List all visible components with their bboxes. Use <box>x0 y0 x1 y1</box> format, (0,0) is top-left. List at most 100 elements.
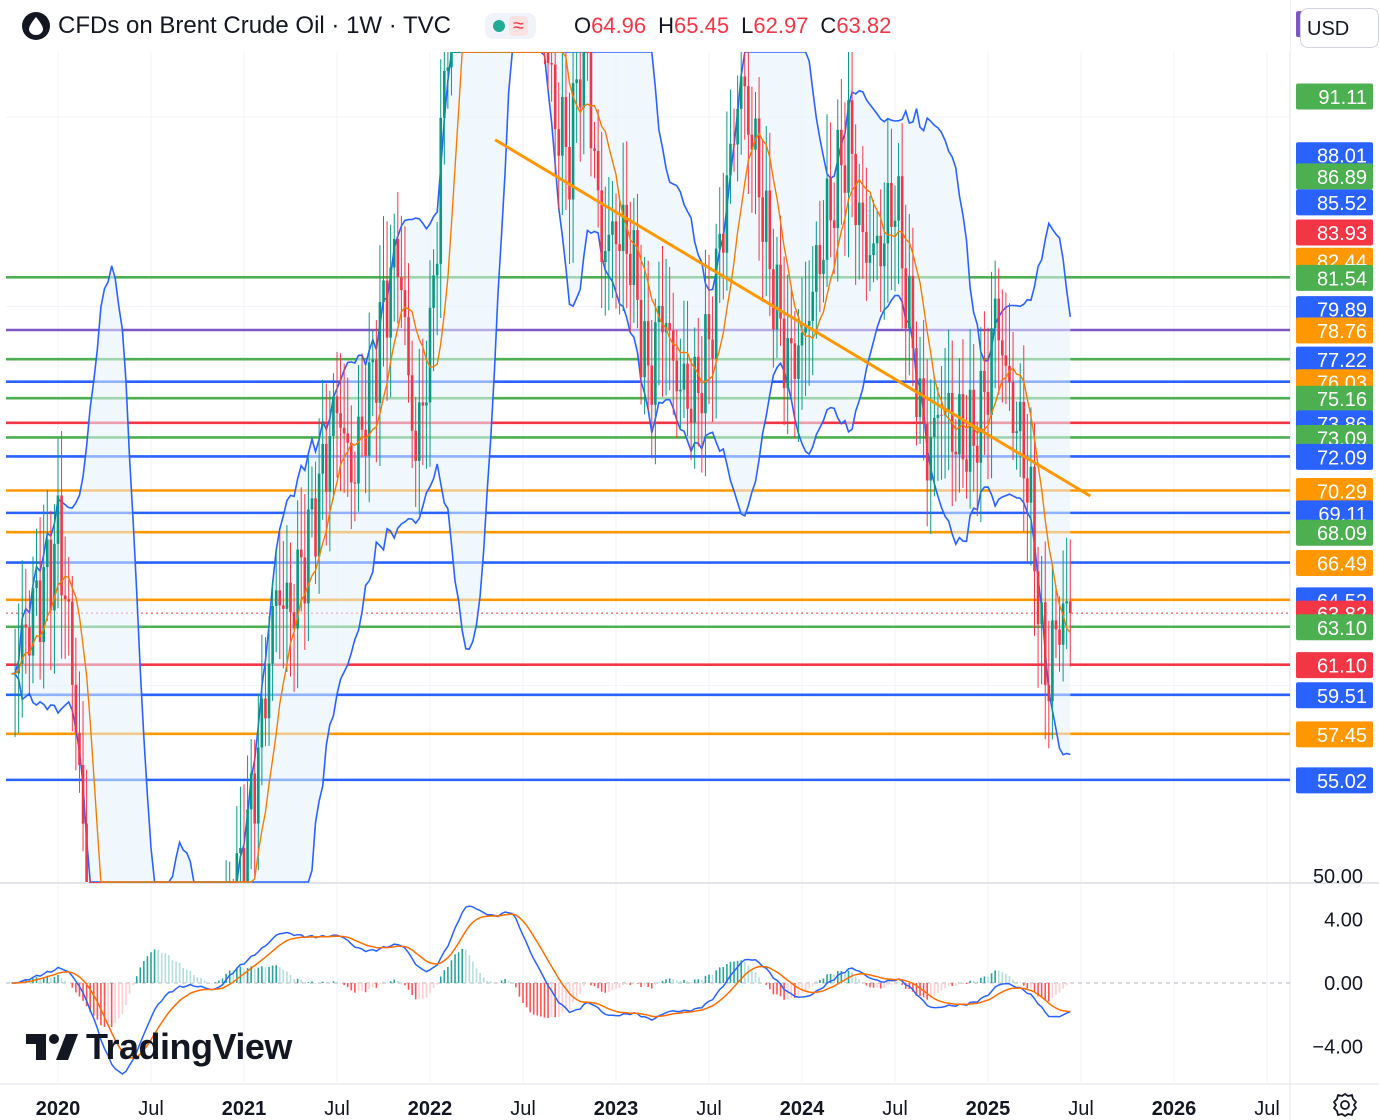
candle-body <box>686 363 689 409</box>
price-axis[interactable]: 94.9391.1188.0186.8985.5283.9382.4481.54… <box>1296 11 1373 1059</box>
candle-body <box>979 370 983 463</box>
candle-body <box>56 495 60 544</box>
time-label-1: Jul <box>138 1098 164 1120</box>
candle-body <box>403 290 407 318</box>
candle-body <box>865 231 868 263</box>
candle-body <box>886 183 890 244</box>
settings-icon[interactable] <box>1332 1092 1358 1118</box>
candle-body <box>954 451 958 455</box>
candle-body <box>621 204 625 252</box>
candle-body <box>700 392 704 414</box>
candle-body <box>81 764 85 824</box>
candle-body <box>603 250 607 263</box>
candle-body <box>618 244 621 252</box>
price-badge-label-9: 78.76 <box>1317 321 1367 343</box>
bollinger-fill <box>11 52 1071 882</box>
candle-body <box>410 375 414 431</box>
tradingview-logo-icon <box>26 1034 78 1060</box>
candle-body <box>968 389 972 472</box>
candle-body <box>371 359 375 363</box>
candle-body <box>893 220 897 227</box>
horizontal-levels <box>6 276 1290 782</box>
candle-body <box>392 238 396 268</box>
candle-body <box>257 747 260 824</box>
candle-body <box>253 773 257 824</box>
candle-body <box>1029 466 1033 503</box>
candle-body <box>908 275 911 329</box>
candle-body <box>922 378 925 424</box>
candle-body <box>378 302 382 403</box>
candle-body <box>38 580 42 643</box>
price-badge-label-2: 88.01 <box>1317 146 1367 168</box>
price-badge-label-10: 77.22 <box>1317 350 1367 372</box>
market-open-icon <box>492 20 505 32</box>
candle-body <box>975 445 979 463</box>
macd-tick-2: −4.00 <box>1312 1037 1363 1059</box>
ma-line <box>11 51 1071 883</box>
candle-body <box>1040 602 1043 625</box>
candle-body <box>897 176 900 221</box>
candle-body <box>332 396 335 436</box>
candle-body <box>815 244 818 292</box>
candle-body <box>417 402 421 461</box>
macd-pane <box>6 905 1290 1075</box>
time-label-10: 2025 <box>966 1098 1011 1120</box>
candle-body <box>443 70 446 118</box>
candle-body <box>321 443 324 474</box>
time-label-6: 2023 <box>594 1098 639 1120</box>
candle-body <box>1011 382 1015 433</box>
candle-body <box>772 269 775 330</box>
candle-body <box>1036 571 1040 625</box>
candle-body <box>997 298 1001 341</box>
candle-body <box>933 417 936 438</box>
trendline[interactable] <box>494 138 1092 498</box>
candle-body <box>1004 355 1008 366</box>
candle-body <box>346 433 350 443</box>
time-label-8: 2024 <box>780 1098 825 1120</box>
candle-body <box>836 129 840 229</box>
price-badge-label-15: 72.09 <box>1317 447 1367 469</box>
candle-body <box>400 277 403 291</box>
candle-body <box>74 684 78 733</box>
candle-body <box>578 79 582 108</box>
candle-body <box>285 582 289 609</box>
price-badge-15 <box>1296 443 1373 470</box>
oil-drop-icon <box>22 12 50 40</box>
candle-body <box>704 314 707 414</box>
candle-body <box>764 190 768 242</box>
time-label-3: Jul <box>324 1098 350 1120</box>
candle-body <box>711 339 714 359</box>
time-label-13: Jul <box>1254 1098 1280 1120</box>
symbol-title[interactable]: CFDs on Brent Crude Oil · 1W · TVC <box>58 12 451 39</box>
candle-body <box>739 76 743 109</box>
price-badge-label-25: 57.45 <box>1317 725 1367 747</box>
candle-body <box>49 539 53 611</box>
candle-body <box>274 590 278 607</box>
price-badge-1 <box>1296 83 1373 110</box>
candle-body <box>961 394 965 460</box>
candle-body <box>589 52 593 149</box>
time-axis[interactable]: 2020 Jul 2021 Jul 2022 Jul 2023 Jul 2024 Jul 2025 J… <box>36 1098 1280 1120</box>
candle-body <box>1026 478 1029 503</box>
candle-body <box>807 320 811 326</box>
tradingview-logo[interactable]: TradingView <box>26 1026 292 1068</box>
candle-body <box>671 330 675 361</box>
candle-body <box>396 238 400 278</box>
currency-selector[interactable]: USD <box>1300 8 1379 48</box>
market-status[interactable]: ≈ <box>484 13 536 39</box>
candle-body <box>92 882 96 883</box>
candle-body <box>88 882 92 883</box>
candle-body <box>78 732 81 765</box>
price-badge-10 <box>1296 346 1373 373</box>
candle-body <box>596 150 600 191</box>
time-label-9: Jul <box>882 1098 908 1120</box>
candle-body <box>278 590 282 606</box>
candle-body <box>428 307 432 403</box>
price-badge-label-22: 63.10 <box>1317 618 1367 640</box>
candle-body <box>786 338 789 389</box>
candle-body <box>750 134 754 150</box>
tradingview-wordmark: TradingView <box>86 1026 292 1067</box>
price-badge-24 <box>1296 682 1373 709</box>
macd-tick-1: 0.00 <box>1324 973 1363 995</box>
